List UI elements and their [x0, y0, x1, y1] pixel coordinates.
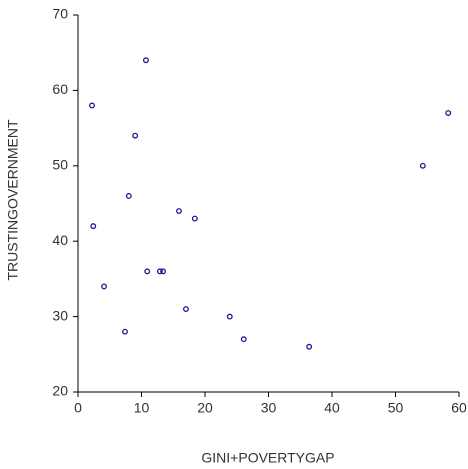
y-tick-label: 20: [52, 383, 68, 399]
point: [156, 268, 163, 275]
point: [191, 215, 198, 222]
point: [132, 132, 139, 139]
point: [101, 283, 107, 290]
point: [90, 223, 97, 230]
point: [176, 208, 182, 214]
point: [226, 313, 233, 320]
point: [240, 336, 247, 343]
y-tick-label: 30: [52, 307, 68, 323]
x-tick-label: 40: [324, 400, 340, 416]
x-tick-label: 30: [261, 400, 277, 416]
point: [125, 193, 132, 199]
y-tick-label: 60: [52, 81, 68, 97]
y-tick-label: 70: [52, 6, 68, 22]
x-tick-label: 50: [388, 400, 404, 416]
point: [160, 268, 167, 275]
x-tick-label: 10: [134, 400, 150, 416]
y-axis-label: TRUSTINGOVERNMENT: [5, 119, 21, 280]
point: [182, 306, 189, 313]
point: [445, 110, 452, 116]
x-tick-label: 60: [451, 400, 467, 416]
point: [89, 102, 95, 109]
point: [306, 343, 313, 350]
x-tick-label: 0: [74, 400, 82, 416]
point: [142, 57, 149, 64]
point: [122, 328, 128, 335]
x-axis-label: GINI+POVERTYGAP: [201, 450, 334, 466]
y-tick-label: 40: [52, 232, 68, 248]
point: [419, 162, 426, 169]
y-tick-label: 50: [52, 157, 68, 173]
point: [144, 268, 151, 275]
x-tick-label: 20: [197, 400, 213, 416]
